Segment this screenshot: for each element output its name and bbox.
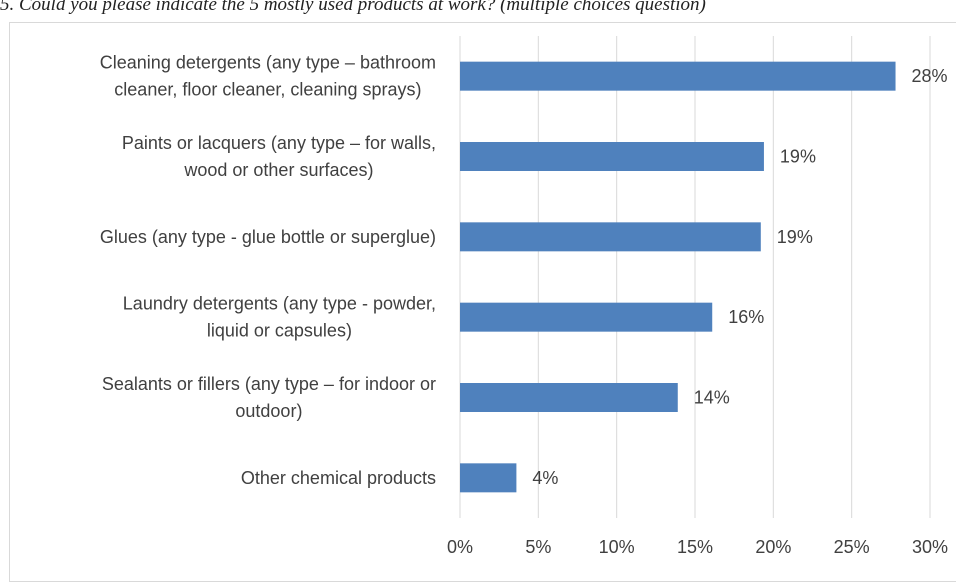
category-label: Other chemical products	[241, 468, 436, 488]
category-label: Glues (any type - glue bottle or supergl…	[100, 227, 436, 247]
bar	[460, 383, 678, 412]
x-tick-label: 5%	[525, 537, 551, 557]
category-label: Paints or lacquers (any type – for walls…	[122, 133, 436, 153]
category-label: Cleaning detergents (any type – bathroom	[100, 53, 436, 73]
x-tick-label: 0%	[447, 537, 473, 557]
category-label: wood or other surfaces)	[183, 160, 373, 180]
data-label: 28%	[912, 66, 948, 86]
x-tick-label: 20%	[755, 537, 791, 557]
category-label: Laundry detergents (any type - powder,	[123, 294, 436, 314]
x-tick-label: 15%	[677, 537, 713, 557]
category-label: Sealants or fillers (any type – for indo…	[102, 374, 436, 394]
bar	[460, 61, 896, 91]
bar	[460, 142, 764, 171]
chart-caption: 5. Could you please indicate the 5 mostl…	[0, 0, 706, 15]
category-label: liquid or capsules)	[207, 321, 352, 341]
data-label: 19%	[780, 147, 816, 167]
data-label: 14%	[694, 388, 730, 408]
data-label: 19%	[777, 227, 813, 247]
x-tick-label: 30%	[912, 537, 948, 557]
category-label: outdoor)	[235, 401, 302, 421]
bar	[460, 463, 517, 493]
data-label: 16%	[728, 307, 764, 327]
x-tick-label: 25%	[834, 537, 870, 557]
data-label: 4%	[532, 468, 558, 488]
x-tick-label: 10%	[599, 537, 635, 557]
category-label: cleaner, floor cleaner, cleaning sprays)	[114, 80, 421, 100]
bar	[460, 222, 761, 252]
bar	[460, 302, 713, 332]
